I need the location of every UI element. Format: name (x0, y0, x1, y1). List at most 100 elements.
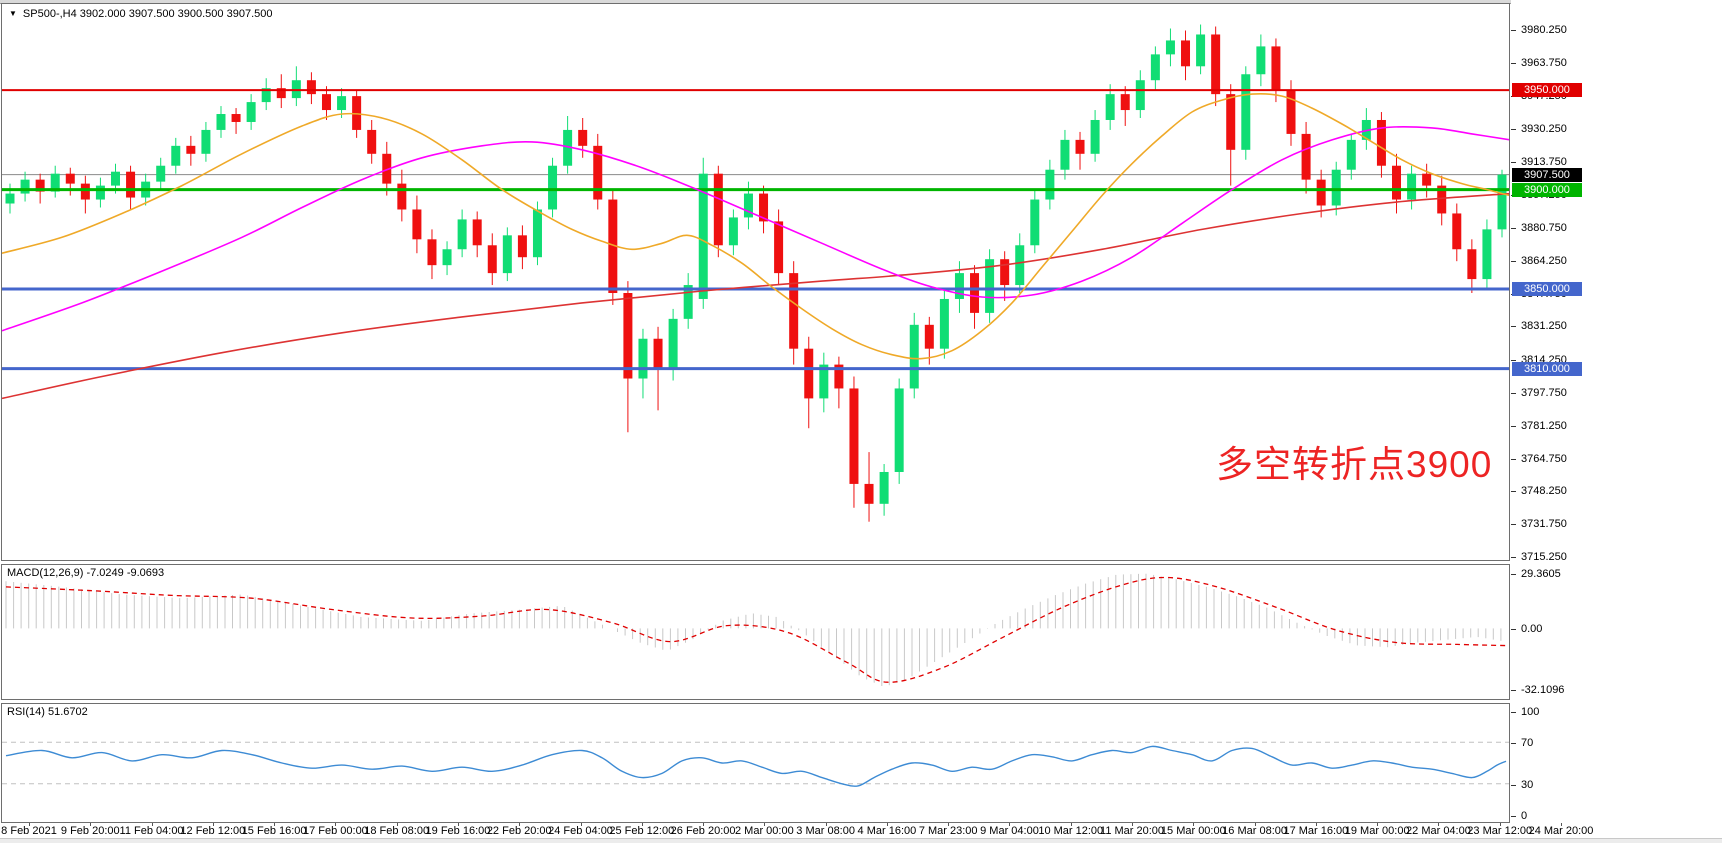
rsi-tick-mark (1511, 816, 1516, 817)
candle-body (864, 483, 874, 504)
price-tick-label: 3715.250 (1521, 551, 1567, 563)
time-tick-mark (335, 823, 337, 826)
symbol-quote-text: SP500-,H4 3902.000 3907.500 3900.500 390… (22, 8, 273, 20)
price-tick-mark (1511, 557, 1516, 558)
time-tick-mark (1377, 823, 1379, 826)
candle-body (970, 273, 980, 313)
time-tick-mark (948, 823, 950, 826)
candle-body (834, 364, 844, 389)
ma-mid-magenta-line (2, 125, 1509, 332)
candle-body (939, 298, 949, 349)
rsi-plot-area[interactable] (2, 704, 1509, 822)
candle-body (1226, 94, 1236, 150)
rsi-line (5, 745, 1507, 787)
macd-tick-mark (1511, 574, 1516, 575)
candle-body (759, 193, 769, 222)
candle-body (261, 88, 271, 103)
candle-body (1241, 74, 1251, 150)
rsi-tick-label: 0 (1521, 810, 1528, 822)
time-tick-mark (1254, 823, 1256, 826)
candle-body (457, 219, 467, 250)
candle-body (1346, 139, 1356, 170)
candle-body (1045, 169, 1055, 200)
candle-body (412, 209, 422, 240)
time-tick-mark (212, 823, 214, 826)
candle-body (1150, 54, 1160, 81)
macd-tick-mark (1511, 690, 1516, 691)
macd-panel[interactable]: MACD(12,26,9) -7.0249 -9.0693 (1, 564, 1510, 700)
time-tick-mark (151, 823, 153, 826)
candle-body (427, 239, 437, 266)
candle-body (487, 245, 497, 274)
time-axis-label: 22 Mar 04:00 (1406, 825, 1471, 837)
candle-body (743, 193, 753, 218)
candle-body (713, 173, 723, 246)
candle-body (5, 193, 15, 204)
chart-annotation-text[interactable]: 多空转折点3900 (1216, 444, 1493, 485)
time-axis-label: 2 Mar 00:00 (735, 825, 794, 837)
candle-body (698, 173, 708, 299)
rsi-tick-mark (1511, 743, 1516, 745)
candle-body (954, 273, 964, 299)
time-tick-mark (274, 823, 276, 826)
time-tick-mark (1070, 823, 1072, 826)
time-axis-label: 8 Feb 2021 (1, 825, 57, 837)
candle-body (1376, 119, 1386, 166)
price-tick-label: 3831.250 (1521, 320, 1567, 333)
candle-body (924, 324, 934, 349)
candle-body (1467, 249, 1477, 280)
price-level-tag: 3810.000 (1512, 361, 1582, 376)
candle-body (1060, 139, 1070, 170)
time-tick-mark (457, 823, 459, 826)
time-tick-mark (396, 823, 398, 826)
main-plot-area[interactable] (2, 4, 1509, 560)
candle-body (1000, 259, 1010, 286)
candle-body (623, 293, 633, 379)
candle-body (849, 388, 859, 484)
chevron-down-icon[interactable]: ▼ (9, 9, 17, 18)
candle-body (1392, 165, 1402, 200)
price-tick-mark (1511, 458, 1516, 460)
candle-body (879, 471, 889, 504)
time-tick-mark (1561, 823, 1562, 826)
macd-label: MACD(12,26,9) -7.0249 -9.0693 (7, 567, 165, 579)
rsi-tick-mark (1511, 712, 1516, 713)
symbol-quote-line[interactable]: ▼ SP500-,H4 3902.000 3907.500 3900.500 39… (9, 8, 272, 20)
candle-body (126, 171, 136, 198)
window-bottom-strip (0, 838, 1722, 843)
candle-body (1452, 213, 1462, 250)
candle-body (95, 185, 105, 200)
candle-body (50, 173, 60, 192)
candle-body (1075, 139, 1085, 154)
candle-body (1120, 94, 1130, 111)
candle-body (1015, 245, 1025, 286)
macd-tick-label: -32.1096 (1521, 684, 1565, 696)
time-tick-mark (90, 823, 92, 826)
price-tick-label: 3864.250 (1521, 254, 1567, 267)
candle-body (1211, 34, 1221, 95)
main-chart-panel[interactable]: ▼ SP500-,H4 3902.000 3907.500 3900.500 39… (1, 3, 1510, 561)
price-tick-mark (1511, 360, 1516, 362)
time-axis-label: 17 Feb 00:00 (302, 825, 368, 837)
candle-body (337, 96, 347, 111)
time-axis-label: 7 Mar 23:00 (918, 825, 978, 837)
price-axis[interactable]: 3980.2503963.7503947.2503930.2503913.750… (1511, 0, 1722, 842)
rsi-panel[interactable]: RSI(14) 51.6702 (1, 703, 1510, 823)
price-tick-mark (1511, 524, 1516, 526)
candle-body (1135, 80, 1145, 111)
candle-body (1090, 119, 1100, 154)
candle-body (246, 102, 256, 122)
price-level-tag: 3950.000 (1512, 83, 1582, 98)
time-axis[interactable]: 8 Feb 2021 9 Feb 20:00 11 Feb 04:00 12 Feb … (1, 823, 1722, 838)
candle-body (1301, 133, 1311, 180)
macd-plot-area[interactable] (2, 565, 1509, 699)
time-tick-mark (1193, 823, 1195, 826)
time-axis-label: 15 Feb 16:00 (241, 825, 307, 837)
candle-body (728, 217, 738, 246)
candle-body (683, 285, 693, 319)
candle-body (789, 273, 799, 349)
price-tick-label: 3797.750 (1521, 386, 1567, 399)
time-axis-label: 18 Feb 08:00 (364, 825, 430, 837)
candle-body (894, 388, 904, 472)
price-tick-mark (1511, 425, 1516, 427)
